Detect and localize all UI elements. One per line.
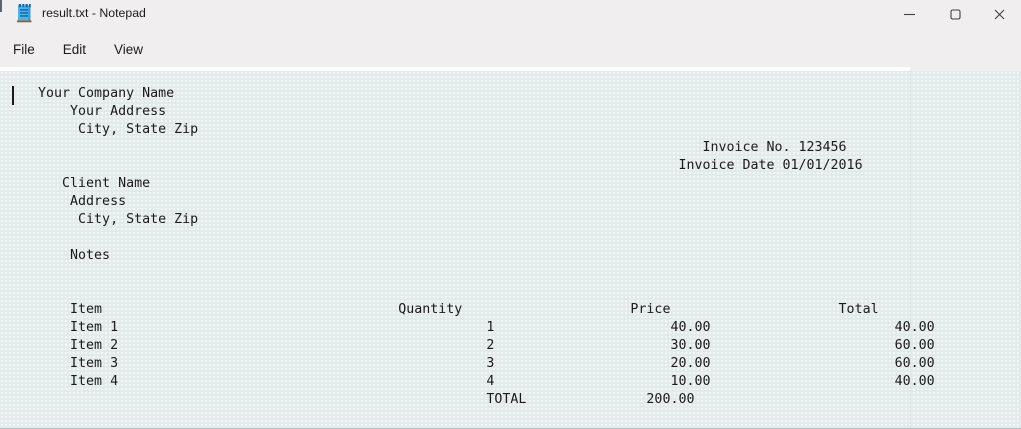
notepad-icon xyxy=(17,4,32,23)
menu-separator xyxy=(0,67,910,71)
text-caret xyxy=(12,85,14,105)
menu-items: File Edit View xyxy=(3,30,161,68)
close-button[interactable] xyxy=(977,0,1021,29)
close-icon xyxy=(993,8,1006,21)
title-bar: result.txt - Notepad xyxy=(0,0,1021,30)
menu-bar: File Edit View xyxy=(0,30,1021,88)
menu-item-edit[interactable]: Edit xyxy=(62,41,87,57)
window-title: result.txt - Notepad xyxy=(42,6,146,20)
minimize-icon xyxy=(903,8,916,21)
maximize-button[interactable] xyxy=(932,0,978,29)
text-content[interactable]: Your Company Name Your Address City, Sta… xyxy=(38,86,935,407)
editor-area[interactable]: Your Company Name Your Address City, Sta… xyxy=(0,71,1021,429)
menu-item-view[interactable]: View xyxy=(114,41,144,57)
minimize-button[interactable] xyxy=(886,0,932,29)
editor-seam xyxy=(910,71,911,429)
menu-item-file[interactable]: File xyxy=(13,41,35,57)
window-bottom-border xyxy=(0,427,1021,429)
left-edge-artifact xyxy=(0,0,2,12)
maximize-icon xyxy=(949,8,962,21)
